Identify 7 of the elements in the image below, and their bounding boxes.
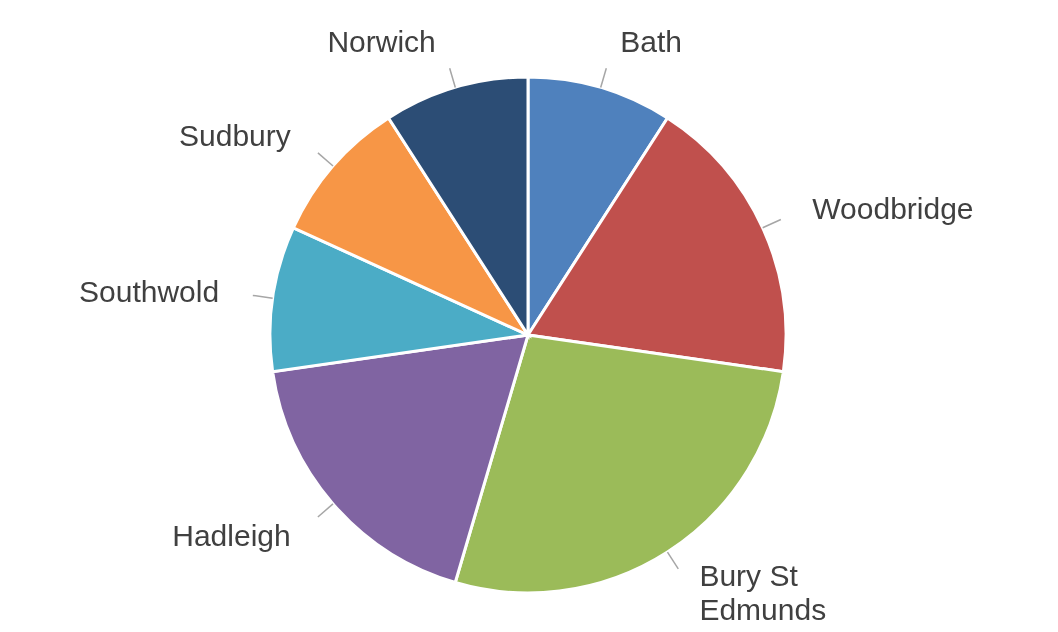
- slice-label: Bury St Edmunds: [699, 558, 827, 626]
- slice-label: Hadleigh: [172, 518, 291, 552]
- slice-label: Southwold: [79, 274, 220, 308]
- slice-label: Woodbridge: [812, 191, 974, 225]
- slice-label: Norwich: [327, 24, 436, 58]
- slice-label: Bath: [620, 24, 682, 58]
- slice-label: Sudbury: [179, 118, 291, 152]
